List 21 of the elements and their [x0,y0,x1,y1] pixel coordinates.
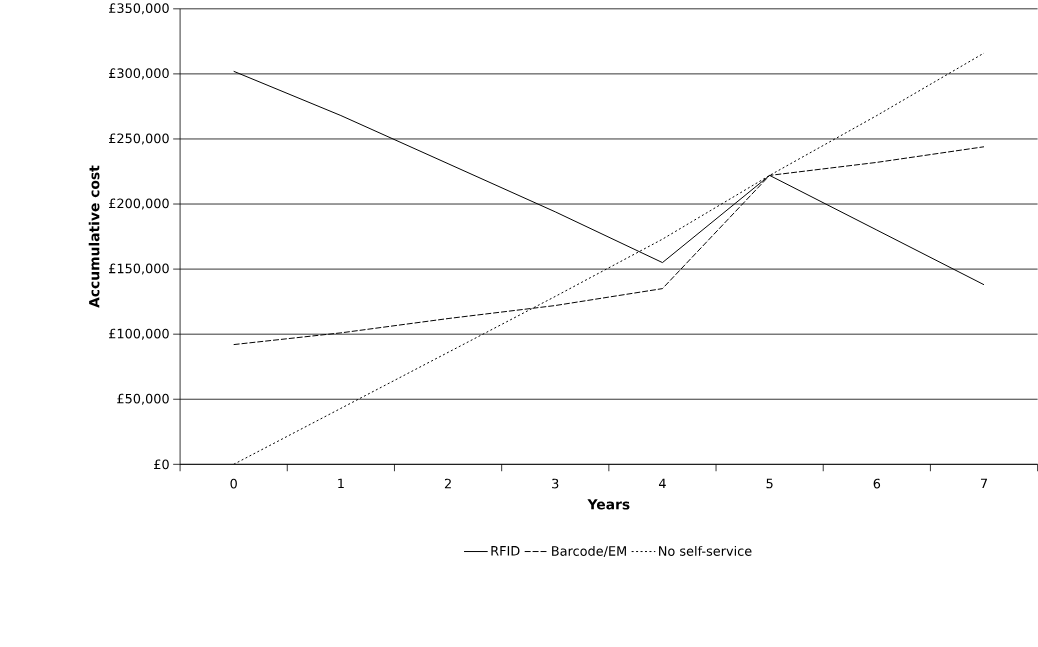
x-axis-title: Years [587,499,630,510]
x-tick-label: 3 [552,478,559,489]
legend-label: Barcode/EM [552,546,626,558]
y-tick-label: £100,000 [109,328,169,340]
y-tick-label: £50,000 [117,393,169,405]
x-tick-label: 2 [444,478,451,489]
x-tick-label: 5 [766,478,773,489]
x-tick-label: 7 [980,478,988,489]
y-tick-label: £200,000 [109,198,169,210]
y-tick-label: £150,000 [109,263,169,275]
legend-label: No self-service [659,546,752,557]
y-tick-label: £250,000 [109,133,169,145]
x-tick-label: 4 [658,478,666,489]
y-tick-label: £350,000 [109,3,169,15]
x-tick-label: 1 [338,478,344,489]
y-tick-label: £0 [154,459,169,470]
y-axis-title: Accumulative cost [88,165,100,309]
legend-label: RFID [491,546,520,556]
x-tick-label: 0 [230,478,237,489]
y-tick-label: £300,000 [109,68,169,80]
x-tick-label: 6 [873,478,881,489]
